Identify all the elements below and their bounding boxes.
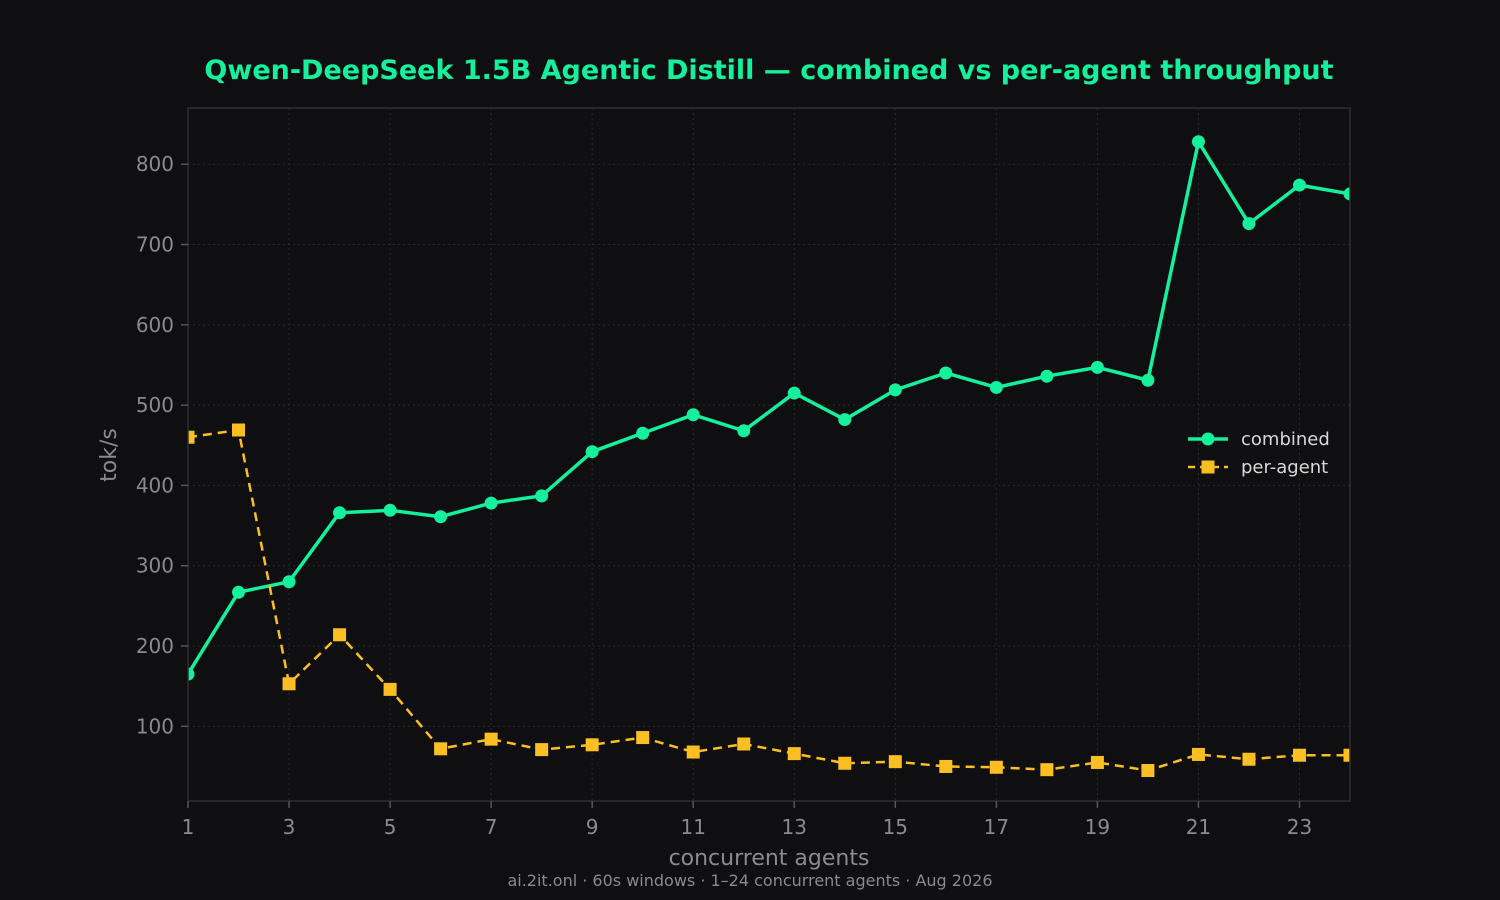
y-tick-label: 100 bbox=[136, 714, 174, 738]
series-line-per-agent bbox=[188, 428, 1350, 772]
legend-label-combined: combined bbox=[1241, 429, 1330, 450]
data-point-per-agent bbox=[989, 760, 1003, 774]
data-point-per-agent bbox=[1242, 752, 1256, 766]
data-point-per-agent bbox=[585, 738, 599, 752]
y-tick-label: 600 bbox=[136, 313, 174, 337]
data-point-per-agent bbox=[636, 731, 650, 745]
data-point-combined bbox=[1141, 373, 1155, 387]
data-point-per-agent bbox=[838, 756, 852, 770]
data-point-combined bbox=[188, 667, 195, 681]
data-point-per-agent bbox=[1343, 748, 1350, 762]
legend: combined per-agent bbox=[1188, 429, 1330, 478]
y-axis-label: tok/s bbox=[97, 428, 122, 482]
data-point-per-agent bbox=[686, 745, 700, 759]
data-point-per-agent bbox=[282, 677, 296, 691]
chart-title: Qwen-DeepSeek 1.5B Agentic Distill — com… bbox=[204, 55, 1333, 86]
data-point-per-agent bbox=[535, 743, 549, 757]
data-point-per-agent bbox=[1090, 755, 1104, 769]
data-point-per-agent bbox=[1141, 763, 1155, 777]
data-point-combined bbox=[535, 489, 549, 503]
data-point-combined bbox=[737, 424, 751, 438]
data-point-combined bbox=[1292, 178, 1306, 192]
x-tick-label: 3 bbox=[283, 815, 296, 839]
y-tick-label: 500 bbox=[136, 393, 174, 417]
data-point-per-agent bbox=[188, 430, 195, 444]
plot-frame bbox=[187, 107, 1351, 802]
footer-note: ai.2it.onl · 60s windows · 1–24 concurre… bbox=[507, 871, 992, 890]
data-point-per-agent bbox=[232, 423, 246, 437]
data-point-per-agent bbox=[383, 682, 397, 696]
x-tick-label: 5 bbox=[384, 815, 397, 839]
x-tick-label: 1 bbox=[182, 815, 195, 839]
series-per-agent bbox=[188, 423, 1350, 777]
data-point-combined bbox=[1090, 360, 1104, 374]
data-point-combined bbox=[232, 585, 246, 599]
y-tick-label: 400 bbox=[136, 473, 174, 497]
data-point-combined bbox=[888, 383, 902, 397]
x-tick-label: 15 bbox=[883, 815, 908, 839]
x-tick-label: 11 bbox=[680, 815, 705, 839]
data-point-combined bbox=[282, 575, 296, 589]
data-point-per-agent bbox=[1191, 747, 1205, 761]
data-point-per-agent bbox=[1040, 763, 1054, 777]
legend-marker-combined bbox=[1201, 432, 1215, 446]
x-tick-label: 9 bbox=[586, 815, 599, 839]
data-point-combined bbox=[989, 380, 1003, 394]
data-point-per-agent bbox=[1292, 748, 1306, 762]
data-point-combined bbox=[1343, 187, 1350, 201]
data-point-combined bbox=[585, 445, 599, 459]
y-tick-label: 800 bbox=[136, 152, 174, 176]
data-point-combined bbox=[787, 386, 801, 400]
data-point-combined bbox=[383, 503, 397, 517]
x-tick-label: 13 bbox=[782, 815, 807, 839]
data-point-per-agent bbox=[939, 759, 953, 773]
data-point-combined bbox=[939, 366, 953, 380]
y-tick-label: 300 bbox=[136, 554, 174, 578]
data-point-per-agent bbox=[888, 755, 902, 769]
data-point-combined bbox=[333, 506, 347, 520]
data-point-combined bbox=[636, 426, 650, 440]
data-point-per-agent bbox=[484, 732, 498, 746]
series-combined bbox=[188, 135, 1350, 681]
data-point-combined bbox=[1191, 135, 1205, 149]
data-point-per-agent bbox=[434, 742, 448, 756]
data-point-combined bbox=[1242, 217, 1256, 231]
y-tick-label: 700 bbox=[136, 233, 174, 257]
y-tick-label: 200 bbox=[136, 634, 174, 658]
legend-marker-per-agent bbox=[1201, 460, 1215, 474]
x-tick-label: 21 bbox=[1186, 815, 1211, 839]
series-line-combined bbox=[188, 139, 1350, 676]
x-axis-label: concurrent agents bbox=[669, 846, 870, 871]
x-tick-label: 7 bbox=[485, 815, 498, 839]
data-point-combined bbox=[434, 510, 448, 524]
x-tick-label: 23 bbox=[1287, 815, 1312, 839]
data-point-combined bbox=[686, 408, 700, 422]
x-tick-label: 19 bbox=[1085, 815, 1110, 839]
legend-label-per-agent: per-agent bbox=[1241, 457, 1328, 478]
data-point-per-agent bbox=[787, 747, 801, 761]
data-point-combined bbox=[1040, 369, 1054, 383]
x-tick-label: 17 bbox=[984, 815, 1009, 839]
data-point-per-agent bbox=[737, 737, 751, 751]
chart-series bbox=[188, 135, 1350, 777]
data-point-per-agent bbox=[333, 628, 347, 642]
grid-lines bbox=[187, 108, 1350, 801]
data-point-combined bbox=[484, 496, 498, 510]
data-point-combined bbox=[838, 413, 852, 427]
